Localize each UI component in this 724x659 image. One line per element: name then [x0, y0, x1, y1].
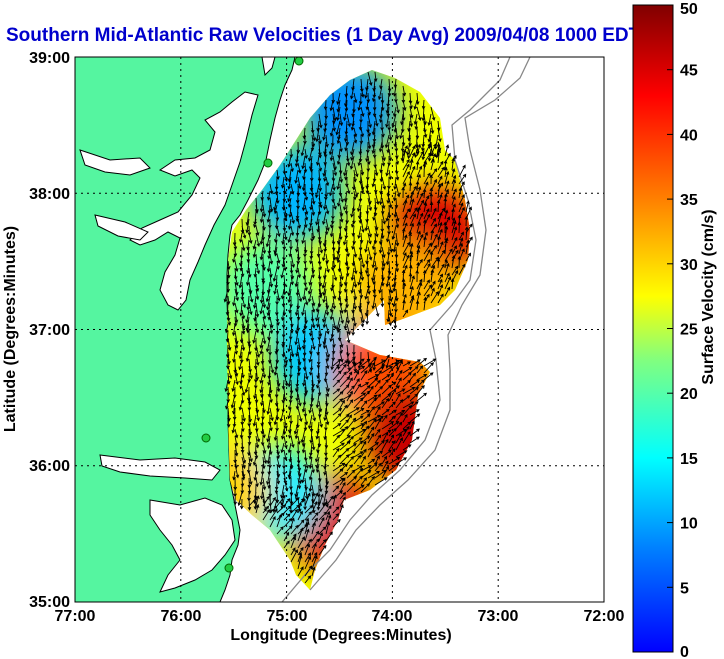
x-tick-label: 73:00 — [478, 608, 519, 625]
chesapeake-tributary — [94, 214, 149, 241]
chesapeake-tributary — [79, 149, 151, 176]
plot-area — [75, 57, 604, 602]
colorbar-tick-label: 30 — [680, 257, 698, 274]
colorbar-tick-label: 0 — [680, 644, 689, 659]
colorbar-tick-label: 25 — [680, 322, 698, 339]
colorbar-label: Surface Velocity (cm/s) — [700, 209, 717, 384]
vector-arrows — [223, 71, 473, 584]
x-tick-labels: 77:00 76:00 75:00 74:00 73:00 72:00 — [55, 608, 625, 625]
x-axis-label: Longitude (Degrees:Minutes) — [230, 627, 451, 644]
colorbar-ticks: 0 5 10 15 20 25 30 35 40 45 50 — [667, 1, 698, 659]
colorbar-tick-label: 35 — [680, 192, 698, 209]
albemarle-sound — [99, 454, 221, 481]
map-title: Southern Mid-Atlantic Raw Velocities (1 … — [6, 25, 641, 46]
delaware-bay — [261, 57, 276, 77]
x-tick-label: 74:00 — [372, 608, 413, 625]
station-marker — [263, 158, 273, 168]
x-tick-label: 76:00 — [161, 608, 202, 625]
bathymetry-contour — [309, 57, 531, 591]
pamlico-sound — [149, 497, 236, 593]
y-tick-label: 37:00 — [29, 322, 70, 339]
y-tick-label: 35:00 — [29, 594, 70, 611]
y-tick-label: 39:00 — [29, 50, 70, 67]
x-tick-label: 77:00 — [55, 608, 96, 625]
station-marker — [201, 433, 211, 443]
x-tick-label: 75:00 — [267, 608, 308, 625]
colorbar-tick-label: 5 — [680, 580, 689, 597]
y-tick-labels: 39:00 38:00 37:00 36:00 35:00 — [29, 50, 70, 611]
colorbar-tick-label: 40 — [680, 127, 698, 144]
chesapeake-bay — [129, 91, 259, 311]
colorbar-tick-label: 50 — [680, 1, 698, 18]
colorbar-tick-label: 45 — [680, 63, 698, 80]
colorbar-tick-label: 20 — [680, 386, 698, 403]
colorbar — [632, 4, 674, 653]
colorbar-tick-label: 15 — [680, 451, 698, 468]
colorbar-tick-label: 10 — [680, 516, 698, 533]
x-tick-label: 72:00 — [584, 608, 625, 625]
station-marker — [224, 563, 234, 573]
velocity-arrow — [223, 71, 473, 584]
y-tick-label: 38:00 — [29, 186, 70, 203]
y-tick-label: 36:00 — [29, 458, 70, 475]
station-marker — [294, 57, 304, 66]
y-axis-label: Latitude (Degrees:Minutes) — [2, 226, 19, 432]
axes-frame — [74, 56, 605, 603]
